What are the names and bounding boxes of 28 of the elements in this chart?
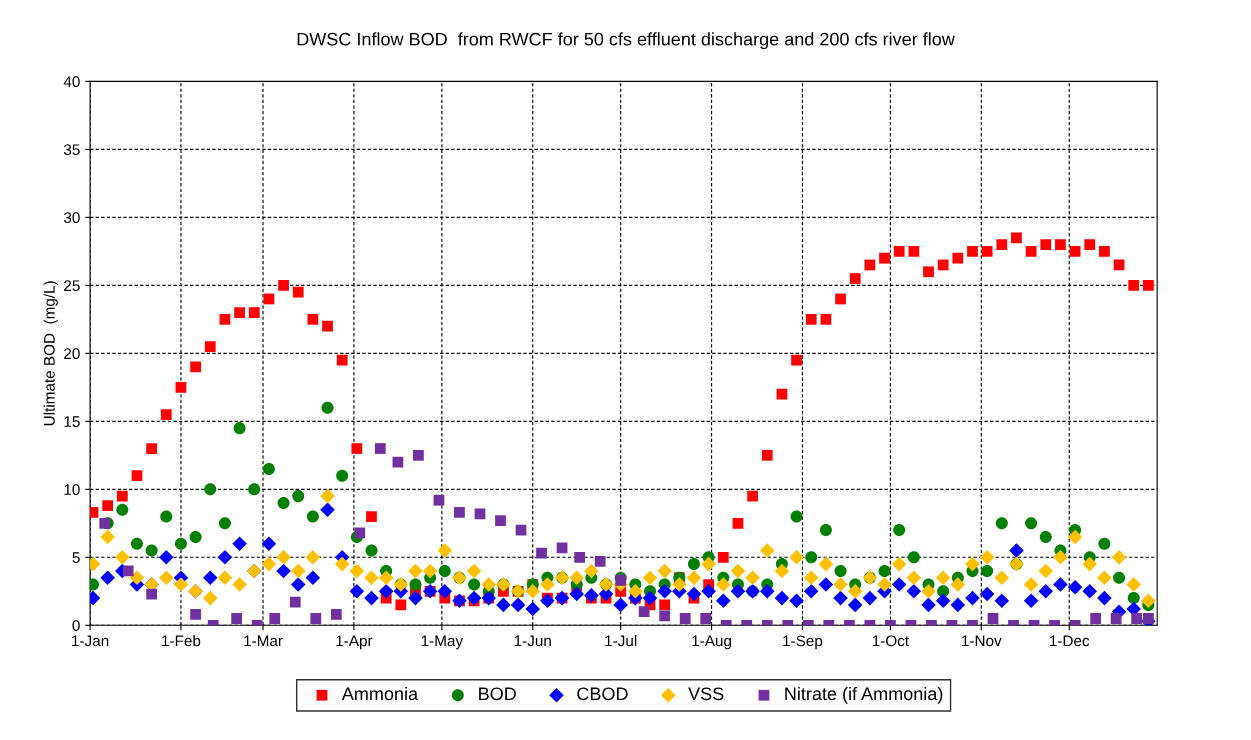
x-tick-label: 1-Nov <box>962 635 1002 647</box>
y-tick-label: 0 <box>72 620 80 631</box>
legend-label: CBOD <box>577 687 628 701</box>
y-tick-label: 40 <box>63 76 80 88</box>
x-tick-label: 1-Sep <box>783 635 823 650</box>
y-tick-label: 30 <box>63 212 80 224</box>
chart-title: DWSC Inflow BOD from RWCF for 50 cfs effluent discharge and 200 cfs river flow <box>297 32 955 50</box>
legend-label: Nitrate (if Ammonia) <box>785 686 943 704</box>
legend-label: VSS <box>688 687 724 701</box>
y-tick-label: 20 <box>64 348 80 360</box>
x-tick-label: 1-May <box>421 635 464 650</box>
legend-label: BOD <box>479 687 516 701</box>
x-tick-label: 1-Mar <box>244 635 283 647</box>
x-tick-label: 1-Jul <box>605 635 637 647</box>
x-tick-label: 1-Jan <box>72 635 109 647</box>
y-tick-label: 15 <box>64 416 80 428</box>
x-tick-label: 1-Apr <box>336 635 373 650</box>
x-tick-label: 1-Aug <box>692 635 731 650</box>
y-tick-label: 35 <box>63 144 80 156</box>
y-tick-label: 5 <box>72 552 80 563</box>
x-tick-label: 1-Jun <box>514 635 551 647</box>
y-tick-label: 10 <box>64 484 80 496</box>
legend-label: Ammonia <box>341 686 419 701</box>
x-tick-label: 1-Feb <box>162 635 201 647</box>
x-tick-label: 1-Oct <box>872 635 909 647</box>
y-axis-title: Ultimate BOD (mg/L) <box>43 281 58 426</box>
x-tick-label: 1-Dec <box>1050 635 1090 647</box>
y-tick-label: 25 <box>64 280 80 292</box>
